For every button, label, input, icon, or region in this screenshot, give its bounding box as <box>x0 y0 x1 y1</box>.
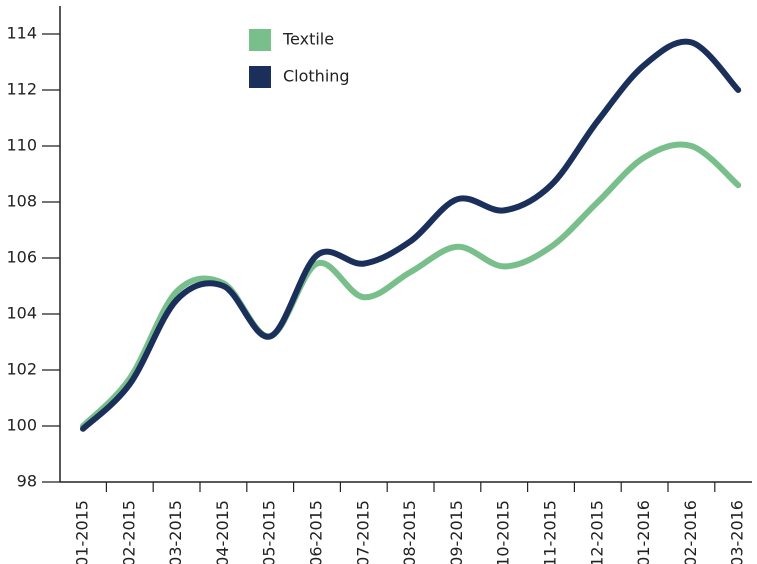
x-tick-label: 01-2015 <box>73 500 92 564</box>
y-tick-label: 98 <box>17 472 37 491</box>
x-tick-label: 04-2015 <box>213 500 232 564</box>
legend-swatch <box>249 66 271 88</box>
x-tick-label: 01-2016 <box>634 500 653 564</box>
y-tick-label: 106 <box>6 248 37 267</box>
x-tick-label: 03-2016 <box>728 500 747 564</box>
x-tick-label: 08-2015 <box>400 500 419 564</box>
legend-swatch <box>249 29 271 51</box>
x-tick-label: 06-2015 <box>307 500 326 564</box>
y-tick-label: 104 <box>6 304 37 323</box>
y-tick-label: 110 <box>6 136 37 155</box>
x-tick-label: 03-2015 <box>166 500 185 564</box>
y-tick-label: 112 <box>6 80 37 99</box>
line <box>80 38 742 432</box>
x-tick-label: 09-2015 <box>447 500 466 564</box>
y-tick-label: 114 <box>6 24 37 43</box>
legend-label: Textile <box>282 30 334 49</box>
legend-label: Clothing <box>283 67 350 86</box>
x-tick-label: 11-2015 <box>541 500 560 564</box>
x-tick-label: 07-2015 <box>353 500 372 564</box>
x-tick-label: 05-2015 <box>260 500 279 564</box>
y-tick-label: 108 <box>6 192 37 211</box>
x-tick-label: 02-2015 <box>119 500 138 564</box>
x-tick-label: 10-2015 <box>494 500 513 564</box>
y-tick-label: 102 <box>6 360 37 379</box>
y-tick-label: 100 <box>6 416 37 435</box>
x-tick-label: 02-2016 <box>681 500 700 564</box>
line <box>80 141 742 429</box>
x-tick-label: 12-2015 <box>587 500 606 564</box>
